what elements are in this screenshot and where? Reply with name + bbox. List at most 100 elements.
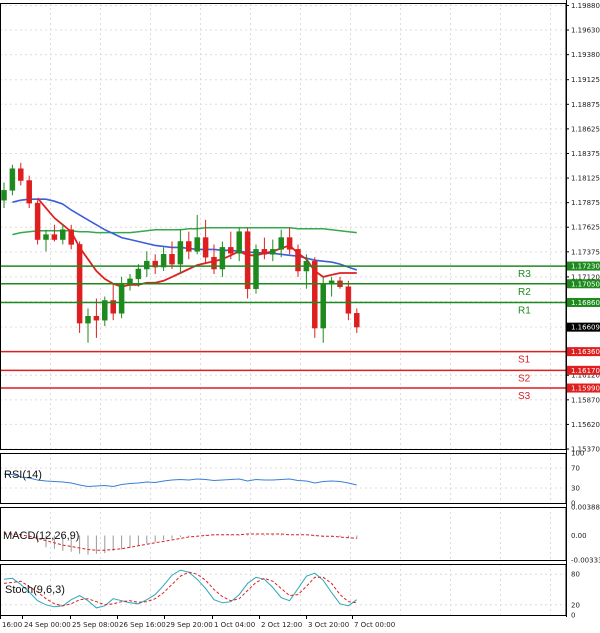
candle-bearish bbox=[18, 168, 24, 181]
candle-bearish bbox=[286, 237, 293, 250]
level-price-tag bbox=[567, 347, 600, 357]
stoch-tick-label: 80 bbox=[571, 571, 580, 579]
rsi-tick-label: 0 bbox=[571, 500, 575, 508]
candle-bullish bbox=[135, 268, 142, 280]
time-axis[interactable]: 16:00 24 Sep 00:00 25 Sep 08:00 26 Sep 16:0… bbox=[0, 615, 396, 629]
candle-bullish bbox=[9, 168, 16, 191]
price-tick-label: 1.15620 bbox=[571, 421, 600, 429]
candle-bearish bbox=[34, 202, 41, 240]
level-price-label: 1.17230 bbox=[571, 263, 600, 271]
time-tick-label: 2 Oct 12:00 bbox=[261, 621, 302, 629]
candle-bullish bbox=[1, 190, 7, 201]
candle-bullish bbox=[102, 300, 108, 321]
panel-frames bbox=[0, 0, 567, 617]
level-name-r3: R3 bbox=[518, 269, 531, 280]
grid-lines bbox=[0, 3, 566, 615]
candle-bullish bbox=[278, 237, 284, 250]
panel-frame-rsi bbox=[0, 453, 567, 504]
level-price-label: 1.16170 bbox=[571, 367, 600, 375]
level-price-label: 1.16860 bbox=[571, 299, 600, 307]
price-tick-label: 1.15370 bbox=[571, 446, 600, 454]
candlesticks bbox=[1, 162, 360, 343]
time-tick-label: 16:00 bbox=[2, 621, 22, 629]
candle-bearish bbox=[228, 247, 234, 254]
candle-bearish bbox=[295, 249, 301, 272]
candle-bullish bbox=[60, 229, 66, 240]
time-tick-label: 7 Oct 00:00 bbox=[354, 621, 395, 629]
price-axis[interactable]: 1.19880 1.19630 1.19380 1.19125 1.18875 1.186… bbox=[566, 2, 600, 620]
level-price-tag bbox=[567, 297, 600, 307]
candle-bearish bbox=[186, 241, 192, 252]
price-tick-label: 1.19880 bbox=[571, 2, 600, 10]
price-tick-label: 1.19125 bbox=[571, 76, 600, 84]
ma-fast-line bbox=[36, 197, 357, 288]
panel-frame-main bbox=[0, 3, 567, 450]
stoch-signal-line bbox=[3, 571, 357, 607]
level-price-tag bbox=[567, 261, 600, 271]
stoch-tick-label: 0 bbox=[571, 612, 575, 620]
stochastic-panel: Stoch(9,6,3) bbox=[0, 569, 566, 609]
candle-bearish bbox=[26, 180, 32, 204]
price-tick-label: 1.16120 bbox=[571, 372, 600, 380]
price-tick-label: 1.17120 bbox=[571, 273, 600, 281]
candle-bullish bbox=[219, 247, 226, 270]
macd-panel: MACD(12,26,9) bbox=[3, 530, 358, 555]
macd-title: MACD(12,26,9) bbox=[3, 530, 79, 542]
candle-bearish bbox=[211, 256, 217, 270]
price-tick-label: 1.18375 bbox=[571, 150, 600, 158]
macd-tick-label: 0.00 bbox=[571, 532, 587, 540]
price-tick-label: 1.17375 bbox=[571, 248, 600, 256]
level-price-label: 1.17050 bbox=[571, 280, 600, 288]
level-price-tag bbox=[567, 383, 600, 393]
moving-averages bbox=[12, 197, 358, 288]
candle-bullish bbox=[320, 283, 326, 329]
level-price-label: 1.15990 bbox=[571, 385, 600, 393]
level-price-label: 1.16360 bbox=[571, 348, 600, 356]
stoch-tick-label: 20 bbox=[571, 601, 580, 609]
current-price-tag bbox=[567, 322, 600, 332]
candle-bullish bbox=[177, 241, 184, 265]
time-tick-label: 29 Sep 20:00 bbox=[166, 621, 213, 629]
candle-bearish bbox=[312, 260, 318, 329]
candle-bearish bbox=[110, 300, 116, 314]
candle-bullish bbox=[144, 260, 150, 270]
candle-bearish bbox=[51, 234, 58, 240]
candle-bearish bbox=[68, 229, 74, 245]
price-tick-label: 1.19630 bbox=[571, 27, 600, 35]
rsi-tick-label: 70 bbox=[571, 465, 580, 473]
candle-bullish bbox=[194, 237, 200, 252]
level-name-r1: R1 bbox=[518, 305, 531, 316]
level-price-tag bbox=[567, 279, 600, 289]
current-price-label: 1.16609 bbox=[571, 324, 600, 332]
price-tick-label: 1.19380 bbox=[571, 51, 600, 59]
candle-bearish bbox=[354, 313, 360, 328]
price-tick-label: 1.15870 bbox=[571, 396, 600, 404]
stoch-title: Stoch(9,6,3) bbox=[5, 584, 65, 596]
price-tick-label: 1.17625 bbox=[571, 224, 600, 232]
rsi-tick-label: 30 bbox=[571, 485, 580, 493]
macd-signal-line bbox=[4, 533, 357, 551]
candle-bullish bbox=[43, 234, 49, 240]
level-price-tag bbox=[567, 365, 600, 375]
macd-tick-label: -0.003335 bbox=[571, 557, 600, 565]
time-tick-label: 26 Sep 16:00 bbox=[119, 621, 166, 629]
candle-bearish bbox=[244, 231, 251, 289]
time-tick-label: 1 Oct 04:00 bbox=[214, 621, 255, 629]
time-tick-label: 3 Oct 20:00 bbox=[308, 621, 349, 629]
candle-bearish bbox=[261, 249, 268, 255]
candle-bearish bbox=[169, 254, 175, 265]
candle-bearish bbox=[202, 237, 209, 258]
candle-bullish bbox=[236, 231, 242, 254]
candle-bullish bbox=[253, 249, 259, 289]
candle-bearish bbox=[345, 286, 352, 314]
candle-bullish bbox=[85, 315, 91, 324]
rsi-panel: RSI(14) bbox=[0, 467, 566, 489]
price-tick-label: 1.18125 bbox=[571, 175, 600, 183]
price-tick-label: 1.18875 bbox=[571, 101, 600, 109]
level-name-r2: R2 bbox=[518, 287, 531, 298]
candle-bearish bbox=[152, 260, 158, 268]
level-name-s3: S3 bbox=[518, 391, 531, 402]
time-tick-label: 25 Sep 08:00 bbox=[72, 621, 119, 629]
rsi-tick-label: 100 bbox=[571, 450, 584, 458]
